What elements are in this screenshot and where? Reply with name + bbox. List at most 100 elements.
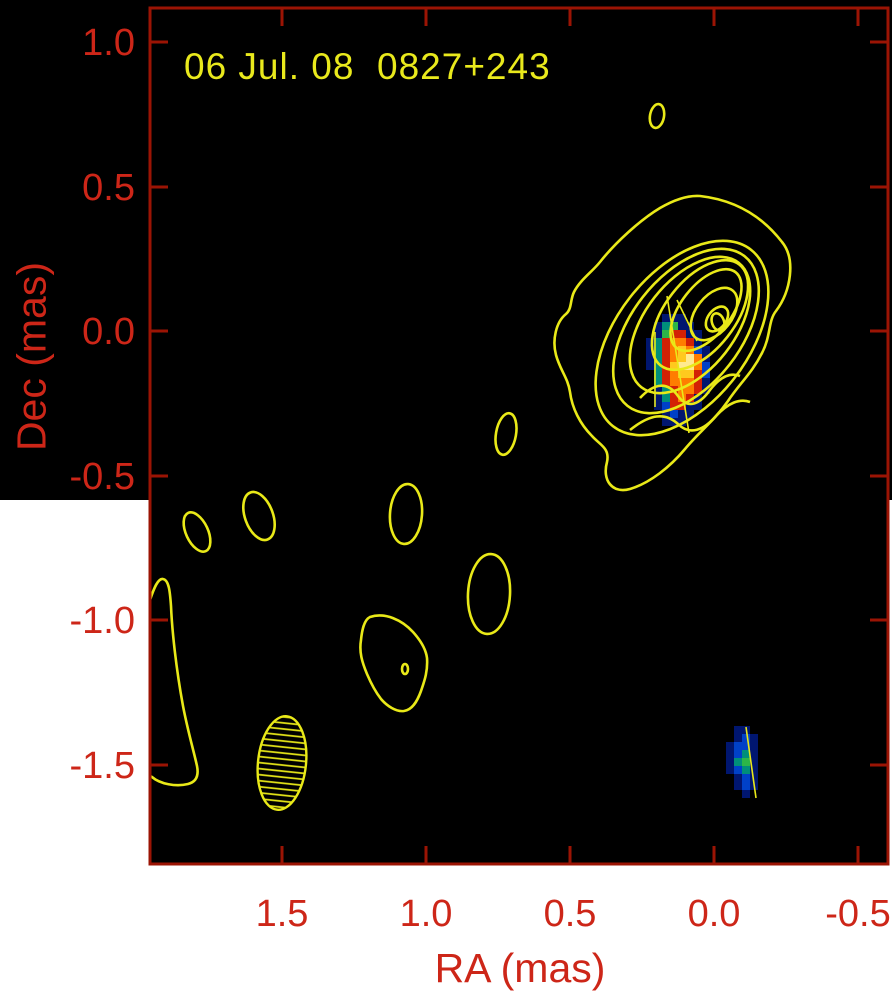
ytick--0.5: -0.5	[69, 456, 135, 498]
pol-pixel	[678, 338, 686, 346]
xtick-0.0: 0.0	[687, 893, 741, 935]
pol-pixel	[702, 362, 710, 370]
pol-pixel	[734, 758, 742, 766]
pol-pixel	[742, 734, 750, 742]
epoch-source-annotation: 06 Jul. 08 0827+243	[184, 46, 551, 87]
pol-pixel	[654, 338, 662, 346]
pol-pixel	[678, 378, 686, 386]
xtick-1.0: 1.0	[399, 893, 453, 935]
pol-pixel	[678, 322, 686, 330]
pol-pixel	[670, 394, 678, 402]
pol-pixel	[670, 402, 678, 410]
pol-pixel	[662, 314, 670, 322]
ytick--1.0: -1.0	[69, 600, 135, 642]
pol-pixel	[686, 370, 694, 378]
pol-pixel	[694, 362, 702, 370]
pol-pixel	[742, 742, 750, 750]
pol-pixel	[726, 750, 734, 758]
pol-pixel	[702, 346, 710, 354]
pol-pixel	[734, 766, 742, 774]
pol-pixel	[750, 774, 758, 782]
pol-pixel	[670, 330, 678, 338]
low-level-contour-blobs	[150, 102, 666, 787]
pol-pixel	[662, 370, 670, 378]
pol-pixel	[686, 378, 694, 386]
pol-pixel	[678, 330, 686, 338]
pol-pixel	[694, 338, 702, 346]
pol-pixel	[742, 782, 750, 790]
xtick-0.5: 0.5	[543, 893, 597, 935]
pol-pixel	[670, 322, 678, 330]
pol-pixel	[742, 766, 750, 774]
pol-pixel	[646, 346, 654, 354]
pol-pixel	[702, 378, 710, 386]
pol-pixel	[686, 330, 694, 338]
pol-pixel	[734, 750, 742, 758]
pol-pixel	[726, 742, 734, 750]
pol-pixel	[686, 338, 694, 346]
pol-pixel	[742, 758, 750, 766]
pol-pixel	[662, 378, 670, 386]
pol-pixel	[662, 394, 670, 402]
pol-pixel	[670, 362, 678, 370]
pol-pixel	[662, 346, 670, 354]
pol-pixel	[654, 330, 662, 338]
pol-pixel	[662, 338, 670, 346]
pol-pixel	[686, 354, 694, 362]
main-source-contours	[553, 194, 792, 492]
pol-pixel	[662, 418, 670, 426]
pol-pixel	[694, 346, 702, 354]
pol-pixel	[678, 314, 686, 322]
pol-pixel	[678, 362, 686, 370]
pol-pixel	[654, 370, 662, 378]
pol-pixel	[662, 330, 670, 338]
pol-pixel	[646, 354, 654, 362]
pol-pixel	[750, 734, 758, 742]
pol-pixel	[686, 402, 694, 410]
polarization-patch-jet	[646, 314, 710, 426]
pol-pixel	[670, 370, 678, 378]
x-axis-title: RA (mas)	[434, 945, 606, 991]
y-axis-title: Dec (mas)	[8, 261, 55, 452]
pol-pixel	[662, 354, 670, 362]
pol-pixel	[654, 386, 662, 394]
pol-pixel	[686, 394, 694, 402]
pol-pixel	[750, 766, 758, 774]
pol-pixel	[678, 370, 686, 378]
pol-pixel	[726, 766, 734, 774]
pol-pixel	[662, 386, 670, 394]
pol-pixel	[694, 330, 702, 338]
ytick--1.5: -1.5	[69, 745, 135, 787]
pol-pixel	[646, 362, 654, 370]
pol-pixel	[734, 734, 742, 742]
pol-pixel	[750, 758, 758, 766]
pol-pixel	[678, 394, 686, 402]
pol-pixel	[678, 354, 686, 362]
pol-pixel	[670, 354, 678, 362]
pol-pixel	[646, 338, 654, 346]
polarization-vectors	[654, 295, 757, 799]
pol-pixel	[670, 378, 678, 386]
pol-pixel	[742, 774, 750, 782]
axis-frame	[148, 6, 890, 866]
pol-pixel	[686, 386, 694, 394]
pol-pixel	[726, 758, 734, 766]
xtick--0.5: -0.5	[825, 893, 891, 935]
pol-pixel	[662, 322, 670, 330]
pol-pixel	[678, 418, 686, 426]
pol-pixel	[734, 742, 742, 750]
pol-pixel	[734, 726, 742, 734]
ytick-0.0: 0.0	[82, 311, 135, 353]
pol-pixel	[670, 410, 678, 418]
pol-pixel	[742, 750, 750, 758]
pol-pixel	[670, 346, 678, 354]
pol-pixel	[654, 394, 662, 402]
pol-pixel	[694, 354, 702, 362]
pol-pixel	[694, 370, 702, 378]
pol-pixel	[654, 322, 662, 330]
pol-pixel	[662, 402, 670, 410]
pol-pixel	[678, 410, 686, 418]
pol-pixel	[694, 394, 702, 402]
